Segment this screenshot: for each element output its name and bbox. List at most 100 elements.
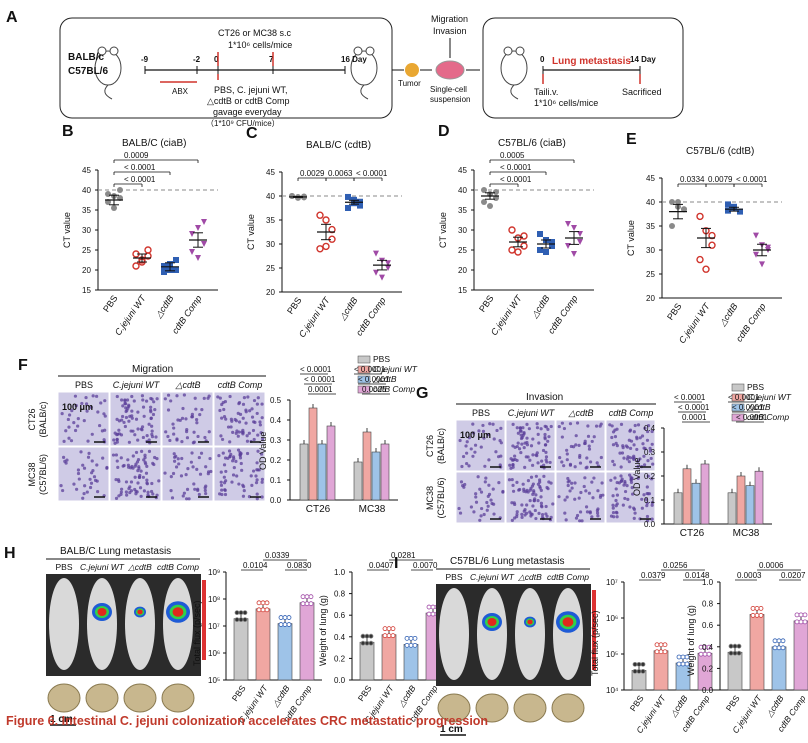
cell-dot [152,400,156,404]
data-point [408,635,414,641]
micrograph [57,446,110,502]
cell-dot [242,489,246,493]
bar [317,443,327,501]
cell-dot [586,434,591,438]
data-point [737,208,743,215]
cell-dot [562,426,567,431]
cell-dot [628,446,633,450]
p-value: < 0.0001 [732,403,764,412]
cell-dot [570,481,574,485]
cell-dot [459,480,464,484]
cell-dot [546,427,550,431]
cell-dot [511,422,515,426]
x-category-label: PBS [230,683,248,703]
y-tick-label: 40 [82,186,91,195]
p-value: < 0.0001 [124,175,156,184]
x-category-label: △cdtB [717,301,740,328]
cell-dot [649,456,653,461]
bar [359,641,375,681]
cell-dot [231,473,236,477]
cell-dot [207,430,211,434]
cell-dot [481,429,486,433]
cell-dot [115,440,119,444]
cell-dot [531,463,535,467]
cell-dot [103,399,107,403]
cell-dot [144,399,149,403]
data-point [238,610,244,616]
bar [233,618,249,681]
data-point [732,650,738,656]
cell-dot [642,493,646,497]
cell-dot [612,463,616,467]
y-tick-label: 0.1 [644,496,656,505]
bar [353,461,363,501]
cell-dot [180,416,185,420]
metastasis-box [482,17,684,119]
cell-dot [256,449,260,453]
cell-dot [125,493,129,497]
signal-core [97,608,107,616]
cell-dot [137,465,141,469]
cell-dot [174,465,179,469]
y-tick-label: 0.8 [702,600,714,609]
cell-dot [643,426,647,430]
lung-photo [513,693,547,723]
cell-dot [131,454,135,458]
data-point [105,191,111,197]
cells-count: 1*10⁶ cells/mice [228,40,292,50]
cell-dot [469,505,474,509]
panel-label: G [416,385,428,402]
data-point [357,202,363,209]
cell-dot [120,414,125,419]
cell-dot [630,492,635,496]
data-point [794,612,800,618]
cell-dot [62,439,66,443]
cell-dot [123,399,127,403]
lung-photo [123,683,157,713]
cell-dot [487,492,492,496]
cell-dot [121,404,125,408]
p-value: < 0.0001 [354,365,386,374]
cell-dot [260,402,264,406]
data-point [658,649,664,655]
cell-dot [540,513,545,517]
cell-dot [220,488,224,492]
cell-dot [491,422,495,426]
cell-dot [512,501,516,505]
cell-dot [189,460,193,464]
cell-dot [120,487,124,491]
timeline-day: -9 [141,55,149,64]
cell-dot [149,489,154,494]
cell-dot [620,451,625,455]
scale-label: 1 cm [50,714,73,725]
cell-dot [611,511,616,515]
cell-dot [185,436,190,440]
cell-dot [193,487,197,491]
cell-dot [522,445,526,450]
cell-dot [461,454,466,459]
data-point [189,249,195,255]
cell-dot [216,395,220,399]
cell-dot [182,491,186,495]
cell-dot [566,480,570,484]
cell-dot [258,420,262,424]
cell-dot [476,475,480,479]
cell-dot [486,433,490,437]
cell-dot [224,417,228,421]
x-category-label: PBS [665,301,684,321]
cell-dot [590,480,594,484]
cell-dot [645,519,650,523]
data-point [571,225,577,231]
cell-dot [124,480,129,484]
cell-dot [149,416,153,421]
cell-dot [532,499,536,503]
data-point [412,642,418,648]
cell-dot [120,398,124,402]
cell-dot [539,488,543,492]
cell-dot [241,494,246,498]
cell-dot [533,508,537,513]
cell-dot [120,418,124,422]
cell-dot [496,455,501,459]
cell-dot [142,414,146,418]
bar [403,644,419,681]
